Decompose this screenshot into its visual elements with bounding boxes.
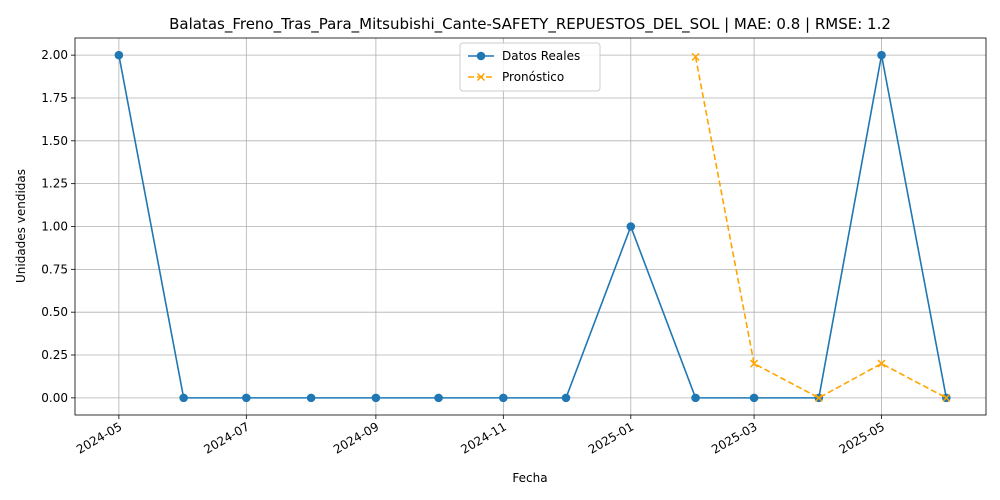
y-tick-label: 0.50 xyxy=(41,305,68,319)
data-point xyxy=(626,222,636,231)
data-point xyxy=(691,393,700,403)
legend-label: Pronóstico xyxy=(502,70,564,84)
y-tick-label: 0.75 xyxy=(41,262,68,276)
legend-marker xyxy=(476,51,486,61)
data-point xyxy=(179,393,188,403)
data-point xyxy=(877,359,886,368)
data-point xyxy=(242,393,251,403)
chart-title: Balatas_Freno_Tras_Para_Mitsubishi_Cante… xyxy=(169,15,891,34)
data-point xyxy=(371,393,381,403)
data-point xyxy=(877,50,886,60)
data-point xyxy=(306,393,316,403)
y-tick-label: 1.50 xyxy=(41,134,68,148)
legend-label: Datos Reales xyxy=(502,49,580,63)
legend: Datos Reales Pronóstico xyxy=(459,42,601,92)
y-tick-label: 1.00 xyxy=(41,220,68,234)
series-datos-reales xyxy=(114,50,951,403)
series-pronostico xyxy=(691,52,951,402)
data-point xyxy=(749,393,759,403)
legend-box xyxy=(459,42,601,92)
legend-marker xyxy=(476,72,486,82)
data-point xyxy=(942,393,951,402)
y-tick-label: 0.00 xyxy=(41,391,68,405)
data-point xyxy=(114,50,124,60)
series-line xyxy=(118,54,948,399)
data-point xyxy=(434,393,443,403)
y-tick-label: 0.25 xyxy=(41,348,68,362)
series-line xyxy=(694,56,947,399)
y-axis-label: Unidades vendidas xyxy=(14,169,28,283)
data-point xyxy=(691,52,700,61)
data-point xyxy=(814,393,823,402)
data-point xyxy=(499,393,508,403)
x-axis-label: Fecha xyxy=(512,471,547,485)
data-point xyxy=(561,393,571,403)
y-tick-label: 1.75 xyxy=(41,91,68,105)
y-tick-label: 2.00 xyxy=(41,48,68,62)
data-point xyxy=(750,359,759,368)
y-tick-label: 1.25 xyxy=(41,177,68,191)
